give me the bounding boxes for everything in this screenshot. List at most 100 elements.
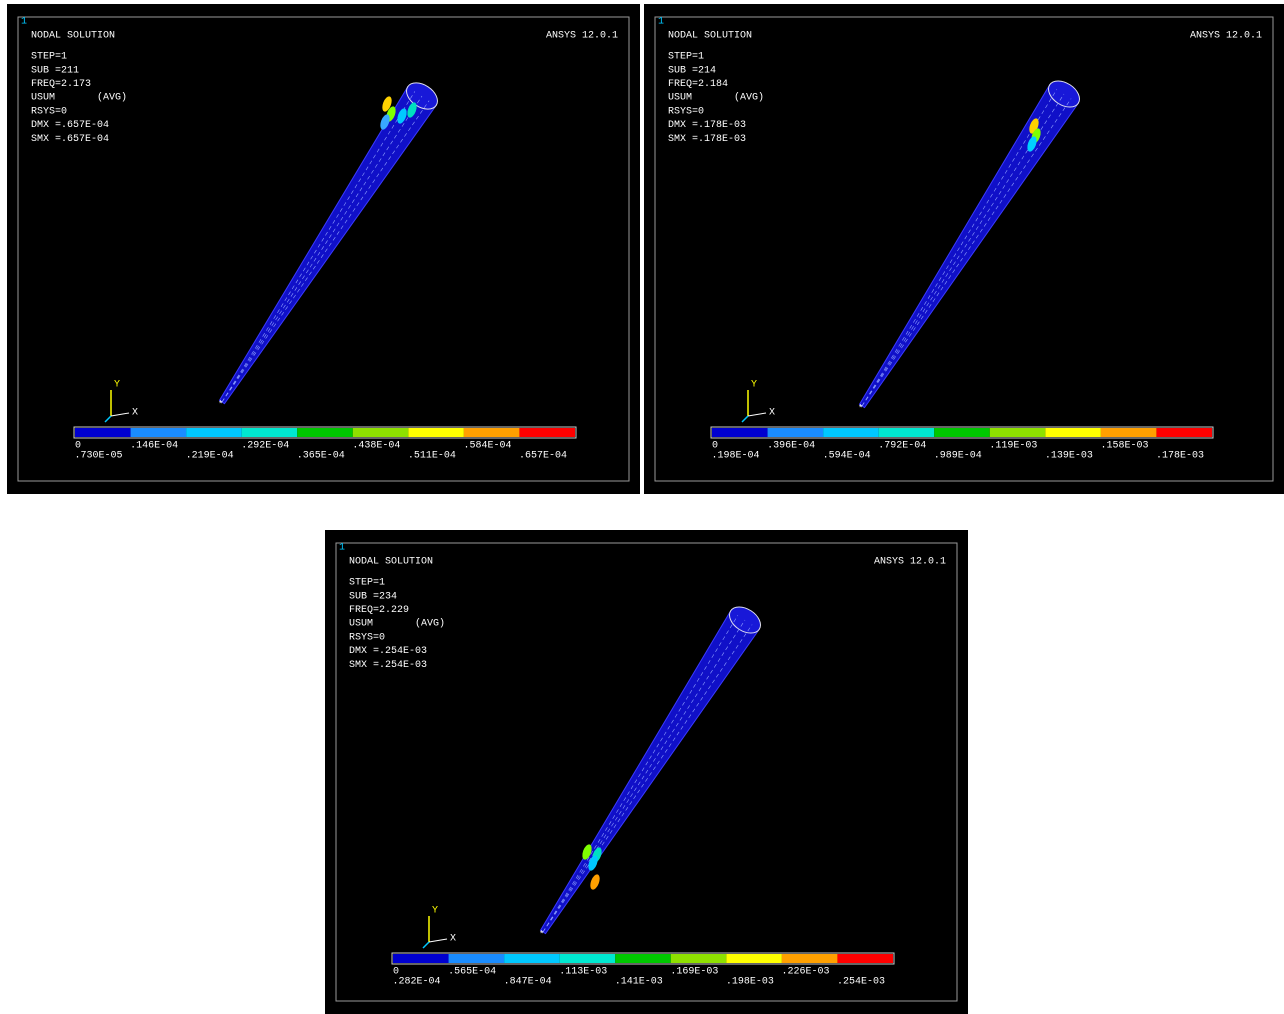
legend-swatch — [990, 428, 1046, 437]
legend-label: .282E-04 — [393, 977, 441, 988]
info-line: STEP=1 — [349, 578, 385, 589]
info-line: USUM — [31, 93, 55, 104]
info-line: DMX =.657E-04 — [31, 120, 109, 131]
avg-label: (AVG) — [97, 92, 127, 104]
axis-y-label: Y — [114, 380, 120, 391]
legend-label: .847E-04 — [504, 977, 552, 988]
info-line: RSYS=0 — [349, 632, 385, 643]
legend-label: .396E-04 — [767, 441, 815, 452]
info-line: FREQ=2.184 — [668, 79, 728, 90]
origin-mark: * — [539, 929, 544, 939]
legend-label: .198E-04 — [712, 451, 760, 462]
info-line: USUM — [668, 93, 692, 104]
info-line: USUM — [349, 619, 373, 630]
legend-label: .178E-03 — [1156, 451, 1204, 462]
legend-label: .657E-04 — [519, 451, 567, 462]
origin-mark: * — [858, 403, 863, 413]
avg-label: (AVG) — [415, 618, 445, 630]
info-line: SUB =211 — [31, 65, 79, 76]
axis-x-label: X — [132, 408, 138, 419]
legend-swatch — [519, 428, 575, 437]
legend-label: .139E-03 — [1045, 451, 1093, 462]
legend-swatch — [934, 428, 990, 437]
legend-swatch — [615, 954, 671, 963]
info-line: DMX =.178E-03 — [668, 120, 746, 131]
window-number: 1 — [339, 543, 345, 554]
page: 1 NODAL SOLUTION ANSYS 12.0.1 STEP=1 SUB =21… — [0, 0, 1284, 1014]
axis-y-label: Y — [751, 380, 757, 391]
axis-y-label: Y — [432, 906, 438, 917]
legend-label: .141E-03 — [615, 977, 663, 988]
info-line: DMX =.254E-03 — [349, 646, 427, 657]
legend-swatch — [879, 428, 935, 437]
legend-label: .989E-04 — [934, 451, 982, 462]
legend-swatch — [1045, 428, 1101, 437]
axis-x-label: X — [769, 408, 775, 419]
origin-mark: * — [218, 399, 223, 409]
legend-label: .219E-04 — [186, 451, 234, 462]
plot-title: NODAL SOLUTION — [668, 31, 752, 42]
info-line: STEP=1 — [668, 52, 704, 63]
screenshot: 1 NODAL SOLUTION ANSYS 12.0.1 STEP=1 SUB =21… — [0, 0, 1284, 1014]
legend-label: .792E-04 — [878, 441, 926, 452]
plot-title: NODAL SOLUTION — [31, 31, 115, 42]
legend-label: .146E-04 — [130, 441, 178, 452]
legend-label: .511E-04 — [408, 451, 456, 462]
legend-label: .565E-04 — [448, 967, 496, 978]
legend-swatch — [408, 428, 464, 437]
legend-label: .113E-03 — [559, 967, 607, 978]
version-label: ANSYS 12.0.1 — [874, 557, 946, 568]
ansys-panel: 1 NODAL SOLUTION ANSYS 12.0.1 STEP=1 SUB =23… — [325, 530, 968, 1014]
avg-label: (AVG) — [734, 92, 764, 104]
legend-swatch — [782, 954, 838, 963]
legend-swatch — [353, 428, 409, 437]
legend-label: .365E-04 — [297, 451, 345, 462]
legend-label: .730E-05 — [75, 451, 123, 462]
legend-swatch — [726, 954, 782, 963]
info-line: FREQ=2.173 — [31, 79, 91, 90]
legend-label: .169E-03 — [670, 967, 718, 978]
legend-label: .254E-03 — [837, 977, 885, 988]
legend-swatch — [464, 428, 520, 437]
legend-swatch — [449, 954, 505, 963]
info-line: SMX =.254E-03 — [349, 660, 427, 671]
window-number: 1 — [21, 17, 27, 28]
legend-swatch — [837, 954, 893, 963]
legend-swatch — [560, 954, 616, 963]
legend-label: .292E-04 — [241, 441, 289, 452]
legend-swatch — [823, 428, 879, 437]
legend-swatch — [297, 428, 353, 437]
info-line: SUB =234 — [349, 591, 397, 602]
legend-swatch — [768, 428, 824, 437]
legend-label: .594E-04 — [823, 451, 871, 462]
info-line: RSYS=0 — [31, 106, 67, 117]
info-line: SUB =214 — [668, 65, 716, 76]
legend-swatch — [1156, 428, 1212, 437]
info-line: FREQ=2.229 — [349, 605, 409, 616]
legend-label: .198E-03 — [726, 977, 774, 988]
legend-label: .119E-03 — [989, 441, 1037, 452]
legend-swatch — [242, 428, 298, 437]
info-line: SMX =.178E-03 — [668, 134, 746, 145]
legend-label: .584E-04 — [463, 441, 511, 452]
legend-label: .158E-03 — [1100, 441, 1148, 452]
info-line: RSYS=0 — [668, 106, 704, 117]
legend-swatch — [1101, 428, 1157, 437]
legend-label: .226E-03 — [781, 967, 829, 978]
legend-label: .438E-04 — [352, 441, 400, 452]
legend-swatch — [75, 428, 131, 437]
ansys-panel: 1 NODAL SOLUTION ANSYS 12.0.1 STEP=1 SUB =21… — [7, 4, 640, 494]
legend-swatch — [671, 954, 727, 963]
plot-title: NODAL SOLUTION — [349, 557, 433, 568]
info-line: SMX =.657E-04 — [31, 134, 109, 145]
legend-swatch — [504, 954, 560, 963]
legend-swatch — [712, 428, 768, 437]
legend-swatch — [131, 428, 187, 437]
legend-swatch — [393, 954, 449, 963]
legend-swatch — [186, 428, 242, 437]
version-label: ANSYS 12.0.1 — [1190, 31, 1262, 42]
info-line: STEP=1 — [31, 52, 67, 63]
version-label: ANSYS 12.0.1 — [546, 31, 618, 42]
axis-x-label: X — [450, 934, 456, 945]
